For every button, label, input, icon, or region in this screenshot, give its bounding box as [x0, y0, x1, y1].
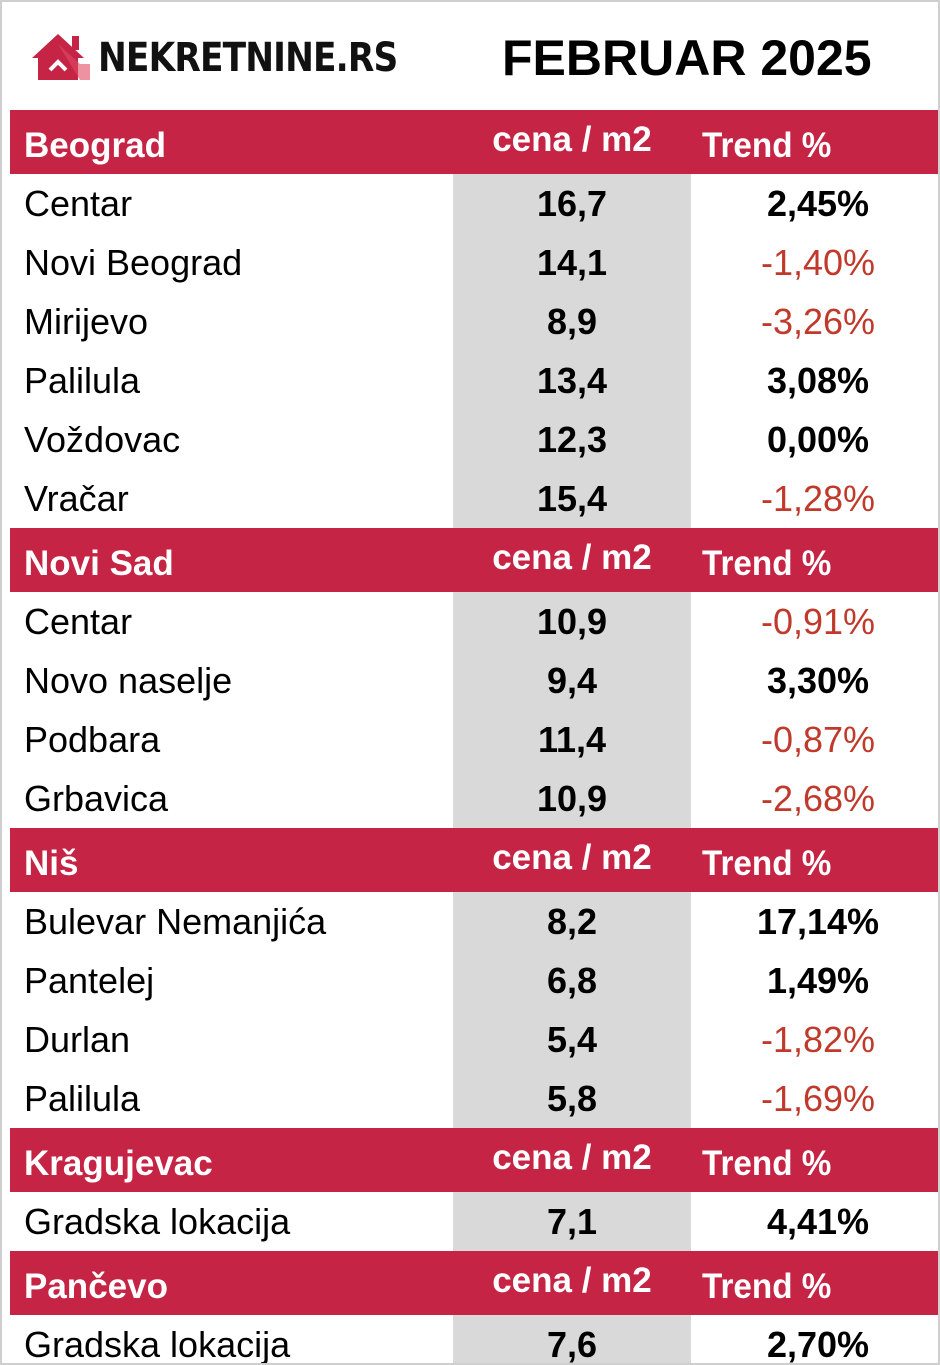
table-row: Novi Beograd 14,1 -1,40% — [10, 233, 938, 292]
district-name: Gradska lokacija — [24, 1324, 291, 1365]
district-name: Mirijevo — [24, 301, 149, 342]
price-value: 12,3 — [453, 410, 691, 469]
table-row: Palilula 5,8 -1,69% — [10, 1069, 938, 1128]
district-name: Vračar — [24, 478, 129, 519]
trend-value: 3,30% — [766, 660, 870, 701]
city-name: Novi Sad — [24, 544, 174, 583]
report-header: NEKRETNINE.RS FEBRUAR 2025 — [2, 2, 938, 110]
trend-column-header: Trend % — [702, 544, 832, 583]
section-header: Novi Sad cena / m2 Trend % — [10, 528, 938, 592]
district-name: Novo naselje — [24, 660, 233, 701]
price-column-header: cena / m2 — [492, 1138, 652, 1177]
table-row: Grbavica 10,9 -2,68% — [10, 769, 938, 828]
trend-column-header: Trend % — [702, 1144, 832, 1183]
table-row: Mirijevo 8,9 -3,26% — [10, 292, 938, 351]
city-name: Niš — [24, 844, 79, 883]
district-name: Podbara — [24, 719, 161, 760]
trend-value: 2,45% — [766, 183, 870, 224]
trend-value: -0,87% — [760, 719, 876, 760]
trend-value: -2,68% — [760, 778, 876, 819]
table-row: Vračar 15,4 -1,28% — [10, 469, 938, 528]
trend-column-header: Trend % — [702, 1267, 832, 1306]
city-name: Beograd — [24, 126, 166, 165]
price-value: 15,4 — [453, 469, 691, 528]
trend-value: 17,14% — [756, 901, 880, 942]
city-name: Pančevo — [24, 1267, 168, 1306]
price-value: 5,4 — [453, 1010, 691, 1069]
table-row: Pantelej 6,8 1,49% — [10, 951, 938, 1010]
city-name: Kragujevac — [24, 1144, 213, 1183]
district-name: Gradska lokacija — [24, 1201, 291, 1242]
trend-value: -1,82% — [760, 1019, 876, 1060]
district-name: Bulevar Nemanjića — [24, 901, 327, 942]
trend-column-header: Trend % — [702, 126, 832, 165]
price-value: 5,8 — [453, 1069, 691, 1128]
price-value: 7,6 — [453, 1315, 691, 1363]
price-column-header: cena / m2 — [492, 120, 652, 159]
trend-value: 3,08% — [766, 360, 870, 401]
section-header: Beograd cena / m2 Trend % — [10, 110, 938, 174]
price-value: 8,2 — [453, 892, 691, 951]
price-value: 10,9 — [453, 592, 691, 651]
table-row: Gradska lokacija 7,1 4,41% — [10, 1192, 938, 1251]
price-value: 6,8 — [453, 951, 691, 1010]
table-row: Bulevar Nemanjića 8,2 17,14% — [10, 892, 938, 951]
trend-column-header: Trend % — [702, 844, 832, 883]
price-value: 13,4 — [453, 351, 691, 410]
trend-value: -3,26% — [760, 301, 876, 342]
price-value: 7,1 — [453, 1192, 691, 1251]
district-name: Voždovac — [24, 419, 181, 460]
table-row: Gradska lokacija 7,6 2,70% — [10, 1315, 938, 1365]
price-value: 16,7 — [453, 174, 691, 233]
district-name: Palilula — [24, 1078, 141, 1119]
table-row: Podbara 11,4 -0,87% — [10, 710, 938, 769]
report-title: FEBRUAR 2025 — [502, 30, 872, 86]
table-row: Novo naselje 9,4 3,30% — [10, 651, 938, 710]
price-value: 8,9 — [453, 292, 691, 351]
district-name: Palilula — [24, 360, 141, 401]
district-name: Novi Beograd — [24, 242, 243, 283]
price-value: 14,1 — [453, 233, 691, 292]
district-name: Pantelej — [24, 960, 155, 1001]
table-row: Centar 10,9 -0,91% — [10, 592, 938, 651]
price-table: Beograd cena / m2 Trend % Centar 16,7 2,45% No… — [10, 110, 938, 1365]
price-column-header: cena / m2 — [492, 838, 652, 877]
trend-value: -1,40% — [760, 242, 876, 283]
section-header: Kragujevac cena / m2 Trend % — [10, 1128, 938, 1192]
section-header: Niš cena / m2 Trend % — [10, 828, 938, 892]
price-value: 10,9 — [453, 769, 691, 828]
logo-text: NEKRETNINE.RS — [98, 35, 398, 81]
trend-value: -1,28% — [760, 478, 876, 519]
trend-value: -1,69% — [760, 1078, 876, 1119]
price-column-header: cena / m2 — [492, 1261, 652, 1300]
district-name: Centar — [24, 183, 133, 224]
house-icon — [32, 34, 90, 80]
trend-value: 2,70% — [766, 1324, 870, 1365]
price-value: 9,4 — [453, 651, 691, 710]
table-row: Centar 16,7 2,45% — [10, 174, 938, 233]
district-name: Durlan — [24, 1019, 131, 1060]
trend-value: 0,00% — [766, 419, 870, 460]
table-row: Durlan 5,4 -1,82% — [10, 1010, 938, 1069]
trend-value: -0,91% — [760, 601, 876, 642]
section-header: Pančevo cena / m2 Trend % — [10, 1251, 938, 1315]
trend-value: 4,41% — [766, 1201, 870, 1242]
table-row: Palilula 13,4 3,08% — [10, 351, 938, 410]
trend-value: 1,49% — [766, 960, 870, 1001]
price-column-header: cena / m2 — [492, 538, 652, 577]
district-name: Centar — [24, 601, 133, 642]
price-value: 11,4 — [453, 710, 691, 769]
table-row: Voždovac 12,3 0,00% — [10, 410, 938, 469]
district-name: Grbavica — [24, 778, 169, 819]
